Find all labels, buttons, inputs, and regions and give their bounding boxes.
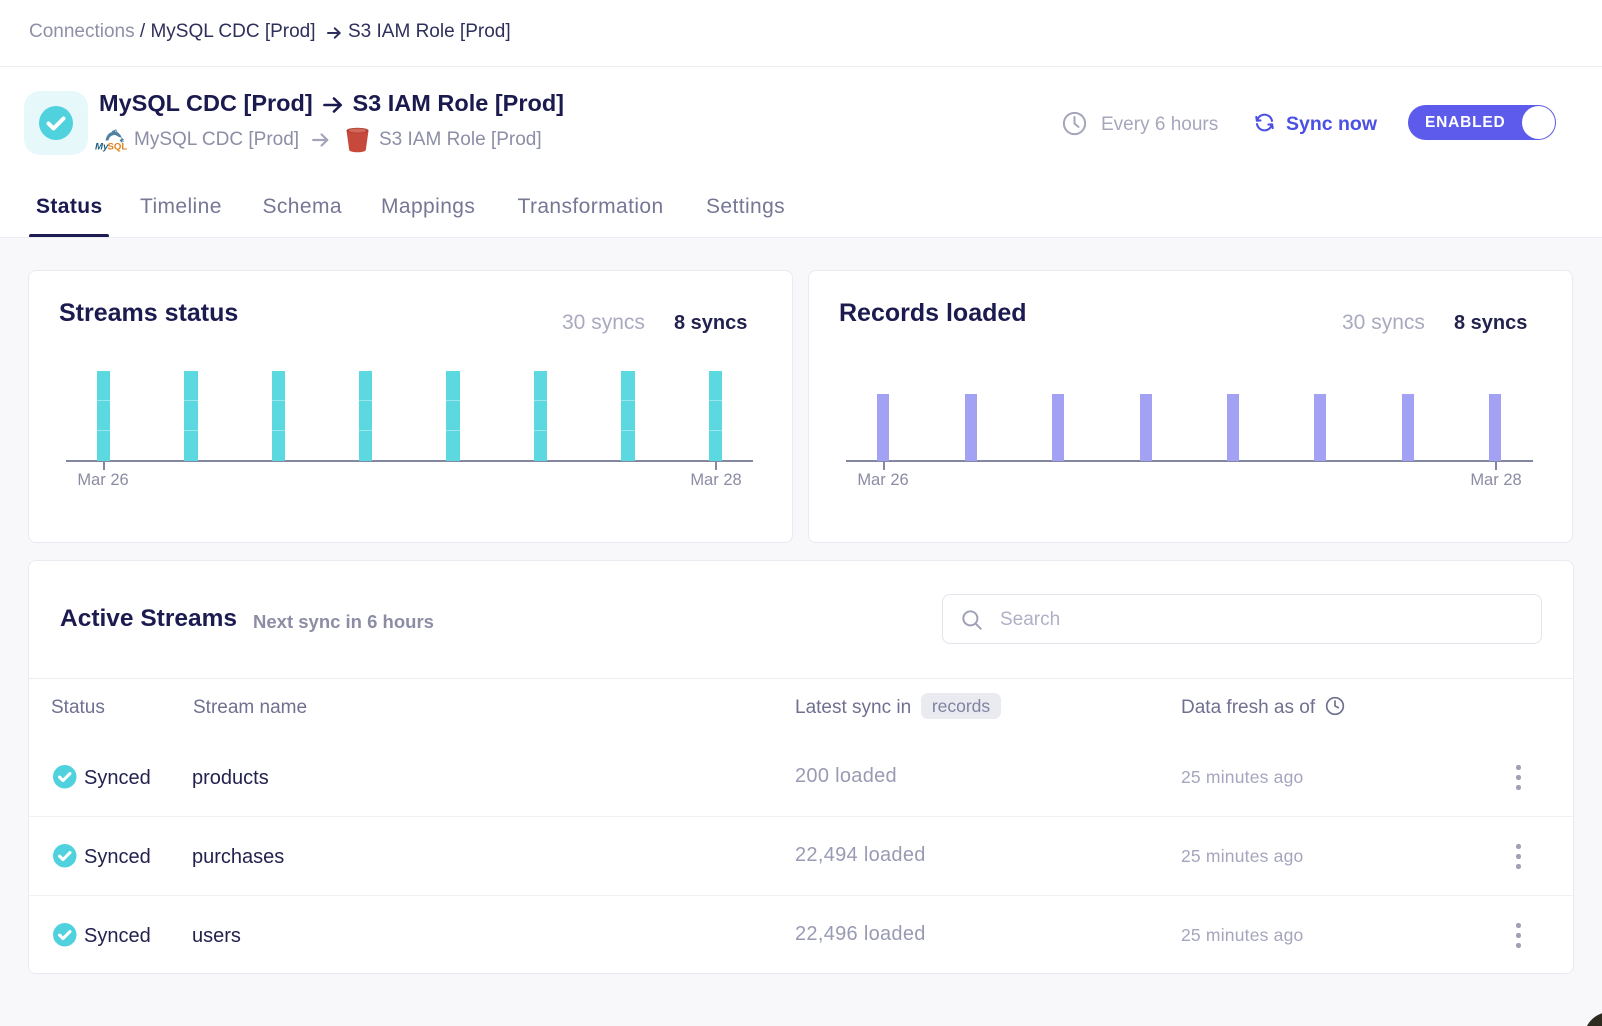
- svg-text:My: My: [95, 142, 109, 153]
- svg-text:SQL: SQL: [108, 142, 128, 153]
